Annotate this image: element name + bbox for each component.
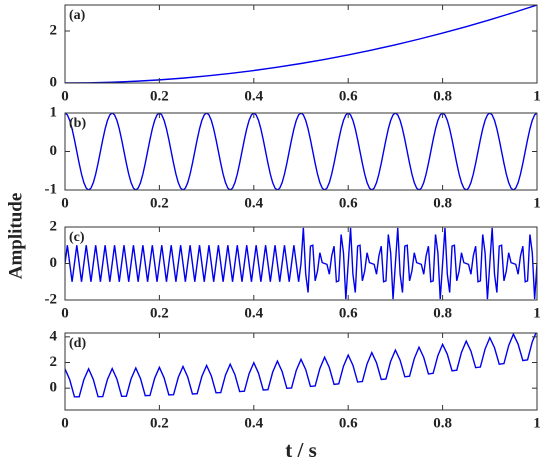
x-tick-label: 0.4: [244, 88, 263, 104]
y-tick-label: 0: [50, 255, 58, 271]
axes-frame: [64, 332, 538, 411]
x-tick-label: 0.6: [339, 195, 358, 211]
plot-area: [65, 113, 537, 190]
axes-frame: [64, 112, 538, 191]
plot-area: [65, 333, 537, 398]
x-tick-label: 1: [533, 305, 541, 321]
y-tick-label: -2: [45, 291, 58, 307]
signal-line: [65, 5, 537, 83]
x-tick-label: 0.6: [339, 415, 358, 431]
x-tick-label: 0.8: [433, 195, 452, 211]
panel-label: (a): [69, 8, 86, 23]
x-tick-label: 1: [533, 415, 541, 431]
y-axis-label: Amplitude: [5, 193, 26, 280]
plot-area: [65, 5, 537, 83]
x-tick-label: 0: [61, 195, 69, 211]
x-tick-label: 0: [61, 415, 69, 431]
y-tick-label: 2: [50, 218, 58, 234]
x-tick-label: 0.2: [150, 305, 169, 321]
x-tick-label: 0: [61, 88, 69, 104]
x-tick-label: 0.2: [150, 415, 169, 431]
y-tick-label: 2: [50, 22, 58, 38]
x-tick-label: 0.4: [244, 305, 263, 321]
y-tick-label: 2: [50, 354, 58, 370]
y-tick-label: 0: [50, 74, 58, 90]
x-tick-label: 0.8: [433, 415, 452, 431]
x-tick-label: 0.4: [244, 415, 263, 431]
x-tick-label: 0.8: [433, 305, 452, 321]
x-tick-label: 0: [61, 305, 69, 321]
y-tick-label: 0: [50, 143, 58, 159]
panel-label: (d): [69, 336, 86, 351]
x-tick-label: 0.8: [433, 88, 452, 104]
y-tick-label: -1: [45, 181, 58, 197]
x-axis-label: t / s: [285, 438, 317, 462]
panel-label: (b): [69, 116, 86, 131]
plot-area: [65, 227, 537, 300]
panel-label: (c): [69, 230, 85, 245]
x-tick-label: 1: [533, 195, 541, 211]
signal-line: [65, 113, 537, 190]
x-tick-label: 0.4: [244, 195, 263, 211]
x-tick-label: 0.6: [339, 305, 358, 321]
x-tick-label: 0.2: [150, 195, 169, 211]
x-tick-label: 1: [533, 88, 541, 104]
y-tick-label: 1: [50, 104, 58, 120]
x-tick-label: 0.2: [150, 88, 169, 104]
y-tick-label: 4: [50, 328, 58, 344]
signal-line: [65, 227, 537, 300]
signal-line: [65, 333, 537, 398]
y-tick-label: 0: [50, 380, 58, 396]
x-tick-label: 0.6: [339, 88, 358, 104]
axes-frame: [64, 4, 538, 84]
